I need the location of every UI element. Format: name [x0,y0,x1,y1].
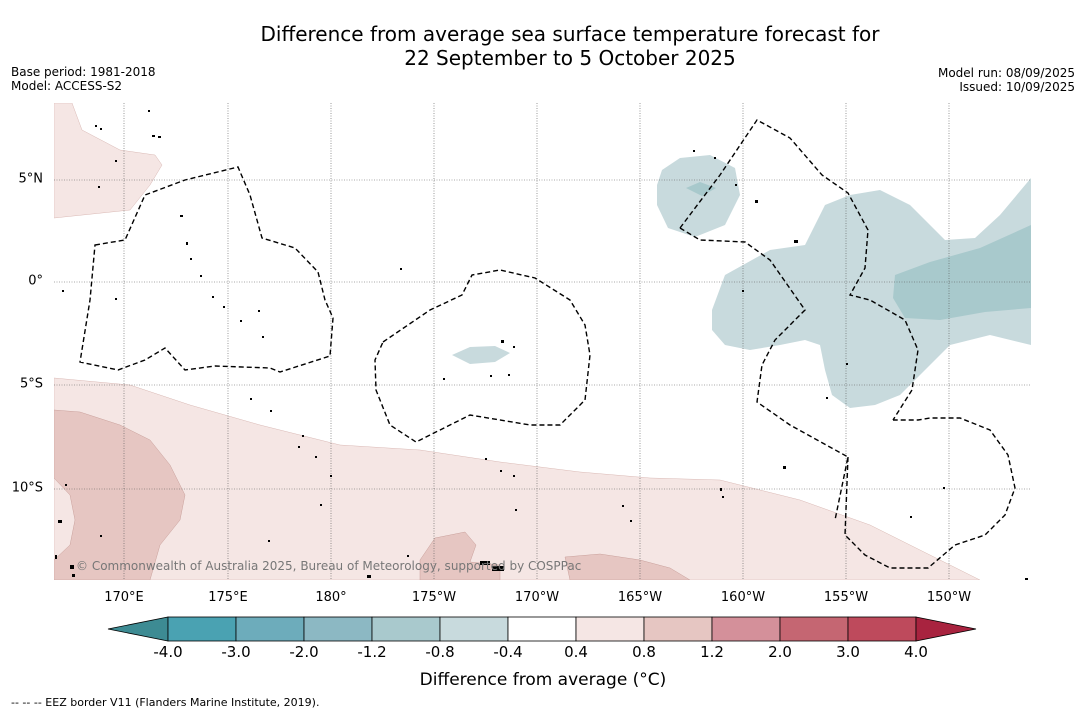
model-text: Model: ACCESS-S2 [11,79,123,93]
colorbar-segment [643,616,713,642]
colorbar-tick-label: 3.0 [836,643,860,661]
colorbar-segment [371,616,441,642]
colorbar-segment [439,616,509,642]
colorbar-tick-label: 2.0 [768,643,792,661]
lon-tick: 150°W [926,590,972,605]
cool-anomaly-east [712,178,1031,408]
colorbar-tick-label: -4.0 [153,643,183,661]
lat-tick: 10°S [11,480,43,496]
warm-anomaly-north-west [54,103,163,219]
eez-kiribati-line [679,119,919,421]
lon-tick: 170°E [104,590,144,605]
colorbar-segment [235,616,305,642]
lon-tick: 155°W [823,590,869,605]
eez-footnote: -- -- -- EEZ border V11 (Flanders Marine… [11,696,320,709]
colorbar-tick-label: -3.0 [221,643,251,661]
lat-tick: 5°N [18,171,44,187]
warm-anomaly-south-east [564,553,691,580]
colorbar-segment [711,616,781,642]
lat-tick: 0° [28,273,43,289]
colorbar-tick-label: 4.0 [904,643,928,661]
lat-tick: 5°S [19,376,43,392]
colorbar-tick-label: -1.2 [357,643,387,661]
warm-anomaly-south-band [54,377,981,580]
eez-jarvis [679,227,849,521]
colorbar-segment [847,616,917,642]
colorbar-segment [167,616,237,642]
model-run-text: Model run: 08/09/2025 [937,66,1075,80]
lon-tick: 160°W [720,590,766,605]
base-period-text: Base period: 1981-2018 [11,65,156,79]
issued-text: Issued: 10/09/2025 [959,80,1075,94]
colorbar-tick-label: -0.8 [425,643,455,661]
meta-right: Model run: 08/09/2025 Issued: 10/09/2025 [938,66,1075,94]
sst-anomaly-map [54,103,1031,580]
lon-tick: 165°W [617,590,663,605]
cool-anomaly-east-core [893,225,1031,320]
lon-tick: 175°E [208,590,248,605]
lon-tick: 180° [315,590,347,605]
lon-tick: 170°W [514,590,560,605]
islands [55,110,1028,580]
colorbar-title: Difference from average (°C) [419,670,667,690]
colorbar-tick-label: 0.8 [632,643,656,661]
warm-anomaly-south-central [419,531,501,580]
colorbar-tick-label: -0.4 [493,643,523,661]
colorbar-tick-label: -2.0 [289,643,319,661]
colorbar [107,616,977,642]
eez-borders [79,119,1016,569]
map-title-line1: Difference from average sea surface temp… [260,22,880,46]
eez-kiribati-gilbert [79,166,334,373]
cool-anomaly-central [452,346,510,364]
map-title: Difference from average sea surface temp… [0,22,1085,70]
colorbar-segment [575,616,645,642]
meta-left: Base period: 1981-2018 Model: ACCESS-S2 [11,65,156,93]
colorbar-extension-low [107,616,169,642]
warm-anomaly-south-west [54,409,186,580]
colorbar-tick-label: 0.4 [564,643,588,661]
map-title-line2: 22 September to 5 October 2025 [404,46,736,70]
eez-kiribati-phoenix [374,269,591,443]
cool-anomaly-north-core [686,182,716,196]
colorbar-segment [303,616,373,642]
colorbar-segment [779,616,849,642]
lon-tick: 175°W [411,590,457,605]
copyright-notice: © Commonwealth of Australia 2025, Bureau… [76,559,582,573]
colorbar-tick-label: 1.2 [700,643,724,661]
eez-french-polynesia [844,417,1016,569]
colorbar-segment [507,616,577,642]
colorbar-extension-high [915,616,977,642]
